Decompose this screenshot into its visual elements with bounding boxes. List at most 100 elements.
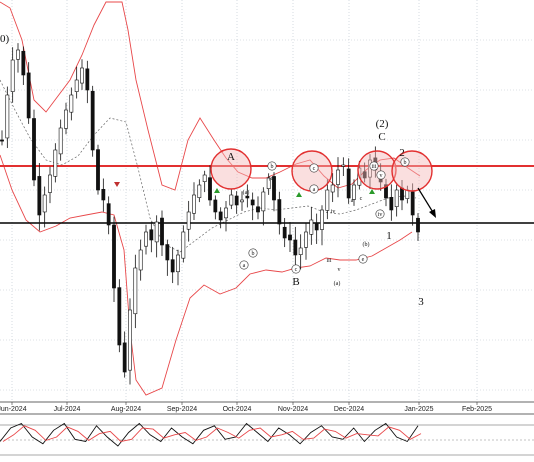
x-tick-label: Jun-2024 <box>0 406 27 413</box>
wave-label-minor: iv <box>331 209 336 215</box>
candle-body <box>149 229 154 241</box>
circled-wave-marker <box>376 170 386 180</box>
projection-arrow <box>417 187 436 218</box>
candle-body <box>170 259 175 273</box>
wave-label-minor: iii <box>326 258 331 264</box>
candle-body <box>37 176 42 216</box>
candle-body <box>21 50 26 76</box>
sell-arrow <box>114 182 120 187</box>
circled-wave-label: b <box>252 251 255 257</box>
candle-body <box>346 168 351 199</box>
candle-body <box>245 195 250 199</box>
candle-body <box>234 195 239 206</box>
candle-body <box>325 189 330 211</box>
candle-body <box>154 221 159 243</box>
candle-body <box>224 207 228 219</box>
circled-wave-label: e <box>362 257 365 263</box>
candle-body <box>389 197 394 211</box>
candle-body <box>32 118 36 181</box>
candle-body <box>165 244 170 261</box>
candle-body <box>192 194 196 214</box>
wave-label: 1 <box>386 230 392 242</box>
candle-body <box>64 109 68 129</box>
candle-body <box>218 211 223 221</box>
candle-body <box>74 79 79 92</box>
circled-wave-label: iv <box>378 212 383 218</box>
candle-body <box>410 191 415 216</box>
x-tick-label: Jul-2024 <box>54 406 81 413</box>
circled-wave-label: b <box>271 164 274 170</box>
circled-wave-label: c <box>295 267 298 273</box>
circled-wave-marker <box>291 264 301 274</box>
wave-label-minor: (a) <box>243 189 250 196</box>
candle-body <box>416 217 420 233</box>
candle-body <box>213 199 218 213</box>
candle-body <box>117 287 122 346</box>
candle-body <box>394 189 399 207</box>
candle-body <box>69 94 74 113</box>
circled-wave-label: c <box>313 166 316 172</box>
circled-wave-label: v <box>380 173 383 179</box>
x-tick-label: Aug-2024 <box>111 406 141 413</box>
candle-body <box>261 191 266 212</box>
candle-body <box>384 184 388 199</box>
candle-body <box>176 254 180 273</box>
candle-body <box>341 164 346 167</box>
wave-label-minor: (c) <box>269 175 276 182</box>
candle-body <box>314 223 319 231</box>
candle-body <box>0 139 4 142</box>
candle-body <box>138 249 143 271</box>
circled-wave-label: iii <box>371 164 376 170</box>
candle-body <box>106 203 111 226</box>
candle-body <box>330 184 335 193</box>
candle-body <box>202 174 207 182</box>
oscillator-main-line <box>0 422 419 447</box>
candle-body <box>282 226 287 239</box>
wave-label: A <box>227 151 235 163</box>
candle-body <box>26 72 31 119</box>
circled-wave-label: a <box>313 187 316 193</box>
buy-arrow <box>369 189 375 194</box>
candle-body <box>298 247 303 255</box>
candle-body <box>53 149 58 177</box>
candle-body <box>362 171 367 179</box>
candle-body <box>293 239 298 256</box>
candle-body <box>277 199 282 225</box>
candle-body <box>256 206 260 213</box>
oscillator-signal-line <box>2 425 422 442</box>
candle-body <box>400 187 404 201</box>
circled-wave-marker <box>358 254 368 264</box>
candle-body <box>160 217 164 246</box>
grid <box>0 0 534 402</box>
candle-body <box>48 174 52 193</box>
signal-arrows <box>114 182 375 197</box>
candle-body <box>112 224 116 289</box>
candle-body <box>90 90 95 151</box>
candle-body <box>80 67 84 84</box>
candle-body <box>250 199 255 206</box>
candle-body <box>16 49 20 60</box>
candle-body <box>186 211 191 230</box>
candle-body <box>128 309 132 371</box>
buy-arrow <box>296 192 302 197</box>
resistance-touch-circle <box>357 150 397 190</box>
candle-body <box>229 194 234 206</box>
circled-wave-marker <box>375 209 385 219</box>
candle-body <box>266 177 271 189</box>
wave-label: 3 <box>418 296 424 308</box>
candle-body <box>208 177 212 201</box>
candle-body <box>309 219 314 235</box>
wave-label: 0) <box>0 33 10 45</box>
wave-label: 2 <box>399 147 405 159</box>
circled-wave-marker <box>239 260 249 270</box>
circled-wave-marker <box>309 184 319 194</box>
candle-body <box>133 267 138 315</box>
resistance-touch-circle <box>210 148 252 190</box>
candle-body <box>96 149 100 191</box>
circled-wave-marker <box>400 157 410 167</box>
major-wave-labels: A B C(2) 2 1 3 0) <box>0 33 424 308</box>
bollinger-lower-band <box>0 154 413 396</box>
x-tick-label: Dec-2024 <box>334 406 364 413</box>
